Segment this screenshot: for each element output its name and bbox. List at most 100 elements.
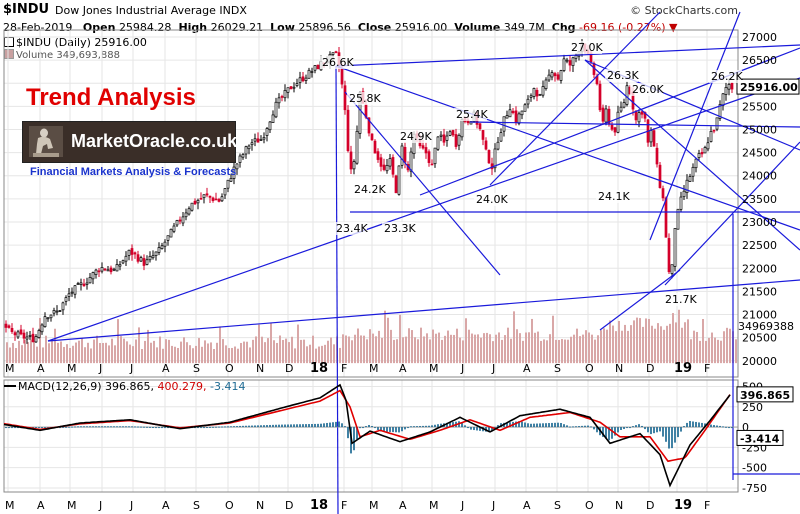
- volume-bar: [639, 318, 641, 364]
- volume-bar: [723, 331, 725, 364]
- volume-bar: [573, 334, 575, 364]
- histogram-bar: [311, 423, 313, 428]
- histogram-bar: [713, 425, 715, 428]
- histogram-bar: [212, 426, 214, 428]
- candle-body: [340, 68, 344, 85]
- volume-bar: [675, 322, 677, 364]
- macd-tick-label: 0: [742, 421, 749, 434]
- histogram-bar: [224, 426, 226, 428]
- trendline: [584, 59, 800, 251]
- candle-body: [526, 98, 530, 105]
- histogram-bar: [731, 427, 733, 429]
- signal-value: 400.279,: [157, 380, 207, 393]
- volume-bar: [582, 334, 584, 364]
- candle-body: [256, 138, 260, 143]
- histogram-bar: [572, 426, 574, 428]
- last-price-label-box: [736, 78, 800, 95]
- volume-bar: [696, 331, 698, 364]
- histogram-bar: [518, 421, 520, 428]
- histogram-bar: [161, 427, 163, 429]
- candle-body: [136, 254, 140, 262]
- candle-body: [394, 175, 398, 194]
- histogram-bar: [542, 423, 544, 428]
- histogram-bar: [695, 421, 697, 428]
- histogram-bar: [107, 426, 109, 428]
- volume-bar: [585, 330, 587, 364]
- candle-body: [133, 252, 137, 255]
- volume-bar: [630, 325, 632, 364]
- candle-body: [691, 166, 695, 177]
- volume-bar: [669, 323, 671, 364]
- volume-bar: [462, 340, 464, 364]
- candle-body: [247, 145, 251, 150]
- histogram-bar: [155, 427, 157, 429]
- histogram-bar: [506, 422, 508, 428]
- volume-bar: [534, 332, 536, 364]
- volume-bar: [291, 336, 293, 364]
- histogram-bar: [626, 427, 628, 429]
- volume-bar: [558, 339, 560, 364]
- candle-body: [292, 86, 296, 89]
- candle-body: [253, 138, 257, 142]
- volume-bar: [309, 344, 311, 364]
- candle-body: [82, 283, 86, 287]
- volume-bar: [426, 333, 428, 364]
- volume-bar: [57, 342, 59, 364]
- candle-body: [295, 83, 299, 86]
- candle-body: [622, 102, 626, 108]
- candle-body: [286, 87, 290, 93]
- volume-bar: [471, 333, 473, 364]
- candle-body: [229, 178, 233, 182]
- candle-body: [331, 52, 335, 55]
- candle-body: [661, 188, 665, 199]
- candle-body: [454, 134, 458, 147]
- volume-bar: [273, 340, 275, 364]
- volume-bar: [201, 346, 203, 364]
- histogram-bar: [674, 427, 676, 443]
- histogram-bar: [608, 427, 610, 441]
- annotation-label: 26.2K: [711, 70, 743, 83]
- volume-bar: [453, 334, 455, 364]
- annotation-bg: [596, 190, 629, 203]
- histogram-bar: [533, 423, 535, 428]
- volume-bar: [204, 340, 206, 364]
- volume-bar: [468, 329, 470, 364]
- candle-body: [634, 110, 638, 121]
- volume-bar: [219, 326, 221, 364]
- time-tick-label: M: [429, 362, 439, 375]
- volume-bar: [657, 323, 659, 364]
- volume-bar: [258, 324, 260, 364]
- histogram-bar: [545, 423, 547, 428]
- histogram-bar: [248, 425, 250, 428]
- histogram-bar: [719, 425, 721, 428]
- time-tick-label: M: [369, 499, 379, 512]
- histogram-bar: [299, 424, 301, 428]
- candle-body: [610, 124, 614, 130]
- histogram-bar: [404, 427, 406, 430]
- volume-bar: [393, 339, 395, 364]
- volume-bar: [360, 335, 362, 364]
- time-tick-label: N: [615, 499, 623, 512]
- candle-body: [259, 139, 263, 141]
- candle-body: [640, 111, 644, 115]
- macd-tick-label: 250: [742, 401, 763, 414]
- macd-line: [3, 383, 731, 488]
- volume-bar: [141, 349, 143, 364]
- volume-bar: [267, 338, 269, 364]
- annotation-bg: [334, 222, 367, 235]
- candle-body: [619, 106, 623, 112]
- volume-bar: [522, 340, 524, 364]
- time-tick-label: A: [399, 362, 407, 375]
- histogram-bar: [380, 427, 382, 432]
- histogram-bar: [722, 426, 724, 428]
- price-tick-label: 25000: [742, 123, 777, 136]
- volume-bar: [564, 339, 566, 364]
- histogram-bar: [641, 425, 643, 428]
- volume-bar: [270, 323, 272, 364]
- volume-bar: [177, 347, 179, 364]
- volume-bar: [339, 347, 341, 364]
- volume-bar: [735, 339, 737, 364]
- volume-bar: [612, 325, 614, 364]
- volume-bar: [408, 328, 410, 364]
- volume-bar: [96, 335, 98, 364]
